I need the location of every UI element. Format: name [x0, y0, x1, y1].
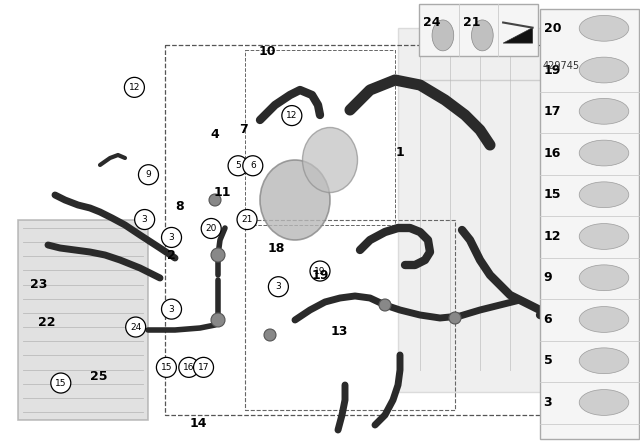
Ellipse shape — [579, 57, 628, 83]
Text: 17: 17 — [198, 363, 209, 372]
Text: 6: 6 — [250, 161, 255, 170]
Circle shape — [268, 277, 289, 297]
Ellipse shape — [432, 20, 454, 51]
Text: 16: 16 — [183, 363, 195, 372]
Ellipse shape — [303, 128, 358, 193]
Circle shape — [125, 317, 146, 337]
Ellipse shape — [579, 306, 628, 332]
Circle shape — [124, 78, 145, 97]
Circle shape — [134, 210, 155, 229]
Circle shape — [211, 248, 225, 262]
Text: 1: 1 — [396, 146, 404, 159]
Text: 7: 7 — [239, 123, 248, 137]
Polygon shape — [503, 28, 532, 43]
Circle shape — [264, 329, 276, 341]
Ellipse shape — [579, 265, 628, 291]
Circle shape — [161, 299, 182, 319]
Text: 24: 24 — [423, 16, 441, 29]
Text: 19: 19 — [314, 267, 326, 276]
Ellipse shape — [579, 140, 628, 166]
Circle shape — [51, 373, 71, 393]
Text: 15: 15 — [543, 188, 561, 201]
FancyBboxPatch shape — [398, 28, 602, 392]
Text: 12: 12 — [129, 83, 140, 92]
Circle shape — [211, 313, 225, 327]
Ellipse shape — [579, 182, 628, 208]
Text: 5: 5 — [236, 161, 241, 170]
Text: 20: 20 — [543, 22, 561, 35]
Text: 25: 25 — [90, 370, 108, 383]
Text: 24: 24 — [130, 323, 141, 332]
Text: 4: 4 — [210, 128, 219, 141]
Ellipse shape — [579, 15, 628, 41]
Text: 14: 14 — [189, 417, 207, 430]
Text: 2: 2 — [167, 249, 176, 262]
Circle shape — [228, 156, 248, 176]
Text: 22: 22 — [38, 316, 56, 329]
Text: 6: 6 — [543, 313, 552, 326]
Ellipse shape — [472, 20, 493, 51]
Circle shape — [156, 358, 177, 377]
Ellipse shape — [579, 224, 628, 250]
Circle shape — [138, 165, 159, 185]
Circle shape — [379, 299, 391, 311]
Text: 19: 19 — [543, 64, 561, 77]
Circle shape — [237, 210, 257, 229]
Ellipse shape — [579, 390, 628, 415]
Text: 9: 9 — [146, 170, 151, 179]
Text: 429745: 429745 — [543, 61, 580, 71]
Circle shape — [201, 219, 221, 238]
Text: 3: 3 — [276, 282, 281, 291]
Text: 5: 5 — [543, 354, 552, 367]
Text: 12: 12 — [286, 111, 298, 120]
Text: 19: 19 — [311, 269, 329, 282]
Text: 15: 15 — [55, 379, 67, 388]
Text: 13: 13 — [330, 325, 348, 338]
Text: 3: 3 — [142, 215, 147, 224]
Circle shape — [449, 312, 461, 324]
Ellipse shape — [579, 99, 628, 124]
Circle shape — [282, 106, 302, 125]
Ellipse shape — [260, 160, 330, 240]
Text: 15: 15 — [161, 363, 172, 372]
FancyBboxPatch shape — [540, 9, 639, 439]
Text: 23: 23 — [29, 278, 47, 291]
Text: 10: 10 — [259, 45, 276, 58]
Circle shape — [193, 358, 214, 377]
Text: 8: 8 — [175, 199, 184, 213]
FancyBboxPatch shape — [18, 220, 148, 420]
Text: 12: 12 — [543, 230, 561, 243]
Text: 11: 11 — [214, 186, 232, 199]
Text: 20: 20 — [205, 224, 217, 233]
Circle shape — [179, 358, 199, 377]
Text: 16: 16 — [543, 146, 561, 159]
Text: 17: 17 — [543, 105, 561, 118]
Circle shape — [161, 228, 182, 247]
Ellipse shape — [579, 348, 628, 374]
Text: 21: 21 — [241, 215, 253, 224]
FancyBboxPatch shape — [419, 4, 538, 56]
Text: 3: 3 — [169, 233, 174, 242]
Text: 3: 3 — [169, 305, 174, 314]
Text: 18: 18 — [268, 242, 285, 255]
Circle shape — [310, 261, 330, 281]
Circle shape — [243, 156, 263, 176]
Text: 9: 9 — [543, 271, 552, 284]
Text: 3: 3 — [543, 396, 552, 409]
Text: 21: 21 — [463, 16, 480, 29]
Circle shape — [209, 194, 221, 206]
